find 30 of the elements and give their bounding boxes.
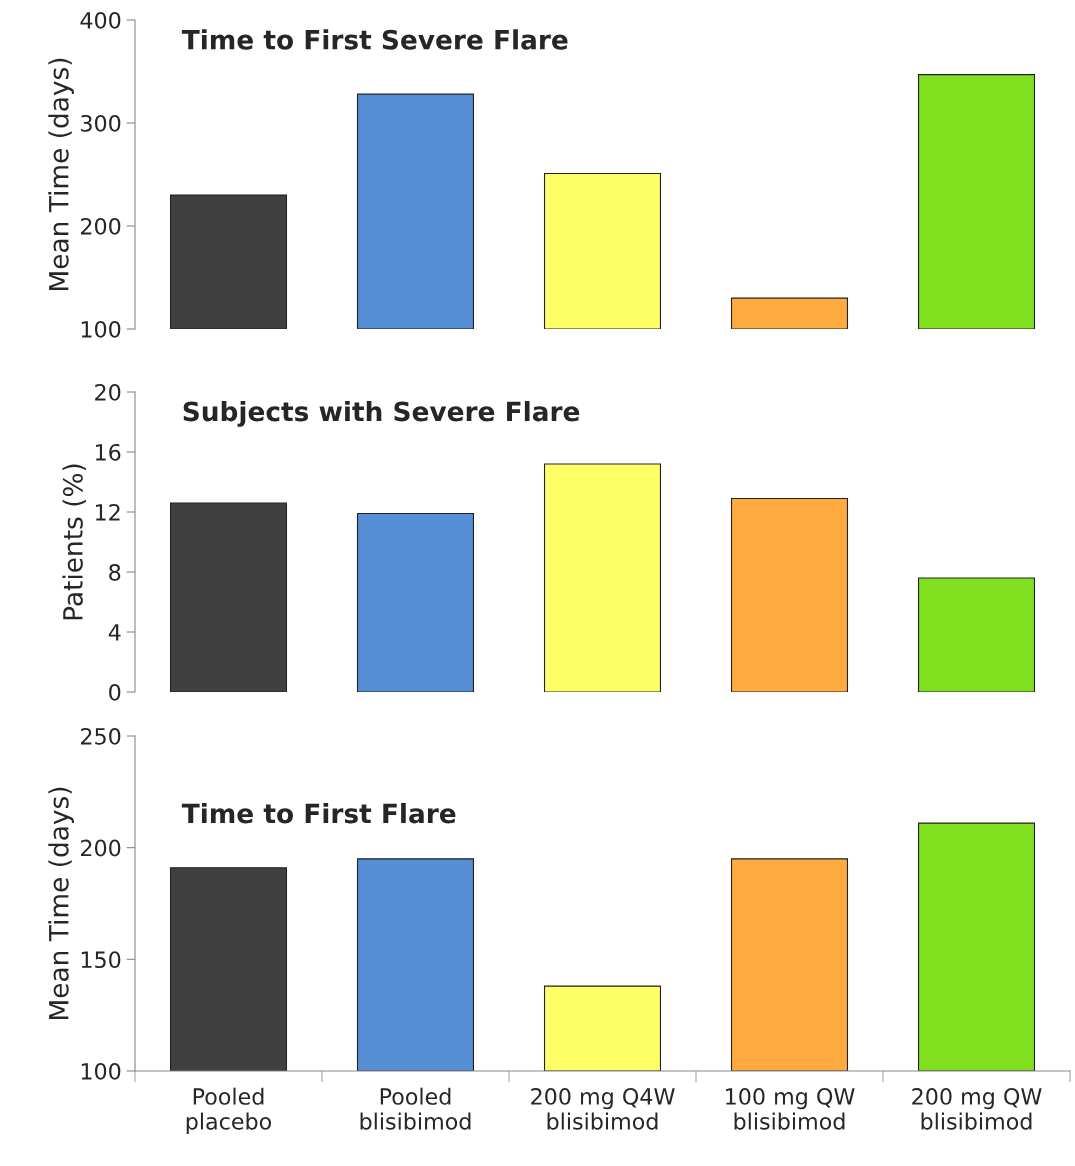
x-tick-label: 100 mg QW blisibimod [726, 1088, 855, 1130]
y-tick-label: 20 [95, 383, 121, 401]
x-tick-label: 200 mg QW blisibimod [912, 1088, 1042, 1130]
y-tick-label: 4 [108, 624, 121, 641]
y-tick-label: 250 [81, 727, 121, 745]
y-axis-title: Mean Time (days) [48, 58, 74, 290]
bar [730, 497, 849, 692]
y-tick-label: 150 [81, 951, 121, 969]
bar [543, 463, 662, 692]
bar [917, 577, 1036, 692]
y-axis-title: Patients (%) [62, 464, 86, 620]
chart-title: Time to First Severe Flare [181, 29, 568, 50]
y-tick-label: 0 [109, 683, 121, 701]
text: Time to First Flare [181, 803, 456, 824]
chart-title: Subjects with Severe Flare [183, 401, 580, 427]
y-axis-title: Mean Time (days) [48, 787, 74, 1019]
y-tick-label: 100 [81, 1062, 121, 1080]
y-tick-label: 200 [81, 839, 121, 857]
y-tick-label: 300 [81, 114, 121, 132]
y-tick-label: 400 [80, 11, 121, 29]
y-tick-label: 200 [81, 217, 121, 235]
y-tick-label: 8 [109, 563, 121, 581]
y-tick-label: 12 [95, 503, 120, 521]
y-tick-label: 16 [95, 443, 121, 461]
x-tick-label: Pooled placebo [186, 1087, 272, 1135]
x-tick-label: Pooled blisibimod [360, 1087, 471, 1130]
x-tick-label: 200 mg Q4W blisibimod [531, 1088, 675, 1130]
y-tick-label: 100 [81, 320, 121, 338]
bar [169, 502, 288, 692]
bar [356, 512, 475, 692]
